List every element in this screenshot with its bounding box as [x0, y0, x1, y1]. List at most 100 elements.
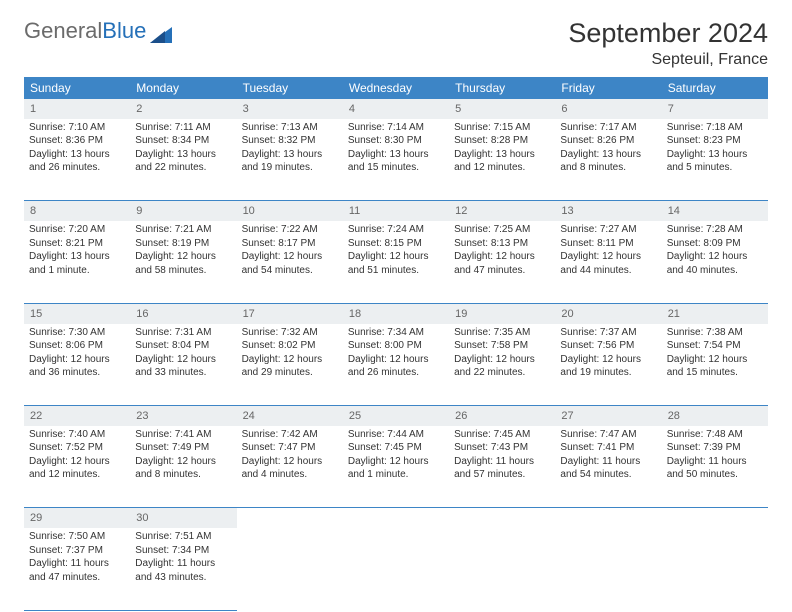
- day-info: Sunrise: 7:27 AMSunset: 8:11 PMDaylight:…: [560, 223, 656, 277]
- day-number-cell: 2: [130, 99, 236, 119]
- day-info-cell: Sunrise: 7:44 AMSunset: 7:45 PMDaylight:…: [343, 426, 449, 508]
- daylight-line: Daylight: 12 hours and 22 minutes.: [454, 353, 550, 380]
- day-info-cell: [237, 528, 343, 610]
- sunset-line: Sunset: 7:54 PM: [667, 339, 763, 353]
- day-number-cell: 15: [24, 303, 130, 323]
- daylight-line: Daylight: 13 hours and 19 minutes.: [242, 148, 338, 175]
- sunrise-line: Sunrise: 7:32 AM: [242, 326, 338, 340]
- day-info: Sunrise: 7:21 AMSunset: 8:19 PMDaylight:…: [135, 223, 231, 277]
- day-info: Sunrise: 7:40 AMSunset: 7:52 PMDaylight:…: [29, 428, 125, 482]
- sunset-line: Sunset: 8:06 PM: [29, 339, 125, 353]
- daylight-line: Daylight: 12 hours and 26 minutes.: [348, 353, 444, 380]
- day-info: Sunrise: 7:28 AMSunset: 8:09 PMDaylight:…: [667, 223, 763, 277]
- day-number-cell: 20: [555, 303, 661, 323]
- sunrise-line: Sunrise: 7:15 AM: [454, 121, 550, 135]
- sunrise-line: Sunrise: 7:18 AM: [667, 121, 763, 135]
- day-info: Sunrise: 7:44 AMSunset: 7:45 PMDaylight:…: [348, 428, 444, 482]
- day-number-cell: 30: [130, 508, 236, 528]
- daylight-line: Daylight: 11 hours and 43 minutes.: [135, 557, 231, 584]
- sunset-line: Sunset: 7:52 PM: [29, 441, 125, 455]
- sunrise-line: Sunrise: 7:17 AM: [560, 121, 656, 135]
- day-number-cell: 7: [662, 99, 768, 119]
- day-number-row: 22232425262728: [24, 406, 768, 426]
- daylight-line: Daylight: 12 hours and 8 minutes.: [135, 455, 231, 482]
- sunrise-line: Sunrise: 7:44 AM: [348, 428, 444, 442]
- sunset-line: Sunset: 8:19 PM: [135, 237, 231, 251]
- day-info: Sunrise: 7:35 AMSunset: 7:58 PMDaylight:…: [454, 326, 550, 380]
- day-info-cell: Sunrise: 7:18 AMSunset: 8:23 PMDaylight:…: [662, 119, 768, 201]
- daylight-line: Daylight: 12 hours and 44 minutes.: [560, 250, 656, 277]
- weekday-header: Wednesday: [343, 77, 449, 99]
- day-number-cell: 3: [237, 99, 343, 119]
- sunset-line: Sunset: 7:56 PM: [560, 339, 656, 353]
- daylight-line: Daylight: 11 hours and 54 minutes.: [560, 455, 656, 482]
- day-number-row: 15161718192021: [24, 303, 768, 323]
- sunset-line: Sunset: 8:09 PM: [667, 237, 763, 251]
- sunset-line: Sunset: 8:15 PM: [348, 237, 444, 251]
- sunrise-line: Sunrise: 7:27 AM: [560, 223, 656, 237]
- day-number-cell: 29: [24, 508, 130, 528]
- day-number-cell: 11: [343, 201, 449, 221]
- day-info: Sunrise: 7:32 AMSunset: 8:02 PMDaylight:…: [242, 326, 338, 380]
- sunset-line: Sunset: 7:39 PM: [667, 441, 763, 455]
- day-number-row: 891011121314: [24, 201, 768, 221]
- day-info: Sunrise: 7:47 AMSunset: 7:41 PMDaylight:…: [560, 428, 656, 482]
- day-info-cell: Sunrise: 7:31 AMSunset: 8:04 PMDaylight:…: [130, 324, 236, 406]
- day-info: Sunrise: 7:51 AMSunset: 7:34 PMDaylight:…: [135, 530, 231, 584]
- daylight-line: Daylight: 12 hours and 29 minutes.: [242, 353, 338, 380]
- sunset-line: Sunset: 7:37 PM: [29, 544, 125, 558]
- day-info-cell: Sunrise: 7:45 AMSunset: 7:43 PMDaylight:…: [449, 426, 555, 508]
- day-info-cell: Sunrise: 7:30 AMSunset: 8:06 PMDaylight:…: [24, 324, 130, 406]
- day-info: Sunrise: 7:34 AMSunset: 8:00 PMDaylight:…: [348, 326, 444, 380]
- day-number-cell: [449, 508, 555, 528]
- sunrise-line: Sunrise: 7:24 AM: [348, 223, 444, 237]
- sunset-line: Sunset: 7:43 PM: [454, 441, 550, 455]
- day-info: Sunrise: 7:18 AMSunset: 8:23 PMDaylight:…: [667, 121, 763, 175]
- header: GeneralBlue September 2024 Septeuil, Fra…: [24, 18, 768, 69]
- day-info-cell: Sunrise: 7:28 AMSunset: 8:09 PMDaylight:…: [662, 221, 768, 303]
- day-info: Sunrise: 7:13 AMSunset: 8:32 PMDaylight:…: [242, 121, 338, 175]
- weekday-header: Thursday: [449, 77, 555, 99]
- day-info-cell: Sunrise: 7:38 AMSunset: 7:54 PMDaylight:…: [662, 324, 768, 406]
- sunset-line: Sunset: 7:49 PM: [135, 441, 231, 455]
- sunset-line: Sunset: 8:13 PM: [454, 237, 550, 251]
- sunrise-line: Sunrise: 7:30 AM: [29, 326, 125, 340]
- sunrise-line: Sunrise: 7:35 AM: [454, 326, 550, 340]
- sunrise-line: Sunrise: 7:45 AM: [454, 428, 550, 442]
- day-info-cell: Sunrise: 7:50 AMSunset: 7:37 PMDaylight:…: [24, 528, 130, 610]
- day-info-cell: Sunrise: 7:10 AMSunset: 8:36 PMDaylight:…: [24, 119, 130, 201]
- day-info-row: Sunrise: 7:30 AMSunset: 8:06 PM Daylight:…: [24, 324, 768, 406]
- sunrise-line: Sunrise: 7:47 AM: [560, 428, 656, 442]
- day-number-cell: 22: [24, 406, 130, 426]
- day-number-cell: 4: [343, 99, 449, 119]
- sunset-line: Sunset: 7:34 PM: [135, 544, 231, 558]
- daylight-line: Daylight: 12 hours and 40 minutes.: [667, 250, 763, 277]
- sunrise-line: Sunrise: 7:38 AM: [667, 326, 763, 340]
- day-info-row: Sunrise: 7:50 AMSunset: 7:37 PMDaylight:…: [24, 528, 768, 610]
- day-info: Sunrise: 7:20 AMSunset: 8:21 PMDaylight:…: [29, 223, 125, 277]
- sunset-line: Sunset: 8:11 PM: [560, 237, 656, 251]
- day-info-cell: Sunrise: 7:20 AMSunset: 8:21 PMDaylight:…: [24, 221, 130, 303]
- sunset-line: Sunset: 8:17 PM: [242, 237, 338, 251]
- day-number-row: 2930: [24, 508, 768, 528]
- sunset-line: Sunset: 8:00 PM: [348, 339, 444, 353]
- day-info: Sunrise: 7:45 AMSunset: 7:43 PMDaylight:…: [454, 428, 550, 482]
- weekday-header: Saturday: [662, 77, 768, 99]
- day-info: Sunrise: 7:50 AMSunset: 7:37 PMDaylight:…: [29, 530, 125, 584]
- daylight-line: Daylight: 12 hours and 15 minutes.: [667, 353, 763, 380]
- day-number-cell: 27: [555, 406, 661, 426]
- day-info: Sunrise: 7:17 AMSunset: 8:26 PMDaylight:…: [560, 121, 656, 175]
- sunrise-line: Sunrise: 7:31 AM: [135, 326, 231, 340]
- day-info-cell: Sunrise: 7:51 AMSunset: 7:34 PMDaylight:…: [130, 528, 236, 610]
- day-info-cell: [343, 528, 449, 610]
- day-number-cell: 8: [24, 201, 130, 221]
- daylight-line: Daylight: 12 hours and 19 minutes.: [560, 353, 656, 380]
- sunrise-line: Sunrise: 7:11 AM: [135, 121, 231, 135]
- sunrise-line: Sunrise: 7:28 AM: [667, 223, 763, 237]
- daylight-line: Daylight: 13 hours and 22 minutes.: [135, 148, 231, 175]
- calendar-table: SundayMondayTuesdayWednesdayThursdayFrid…: [24, 77, 768, 611]
- day-info-cell: Sunrise: 7:13 AMSunset: 8:32 PMDaylight:…: [237, 119, 343, 201]
- month-title: September 2024: [568, 18, 768, 49]
- sunset-line: Sunset: 8:32 PM: [242, 134, 338, 148]
- day-info-cell: Sunrise: 7:21 AMSunset: 8:19 PMDaylight:…: [130, 221, 236, 303]
